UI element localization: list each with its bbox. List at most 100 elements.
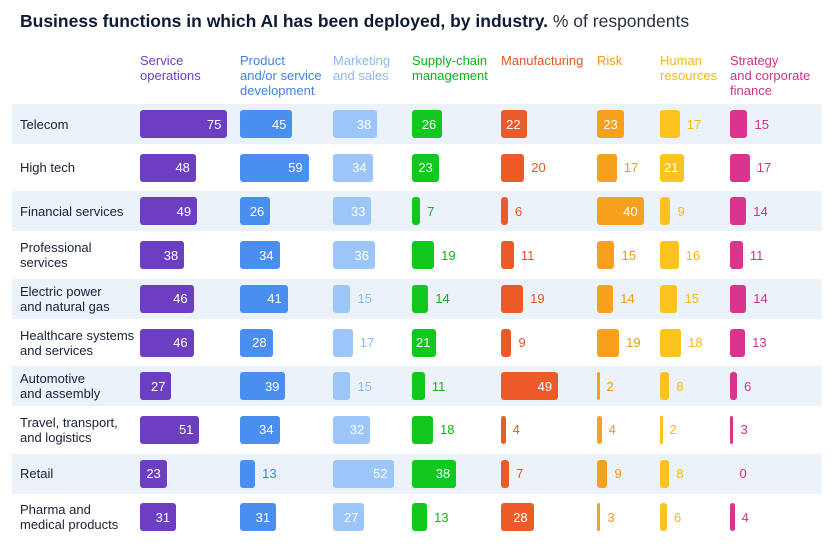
bar-value-label: 11 <box>520 247 535 263</box>
bar <box>140 503 177 532</box>
bar <box>140 241 185 270</box>
column-header: Marketing and sales <box>333 53 390 83</box>
bar <box>730 328 746 357</box>
row-label-line: Automotive <box>20 371 86 387</box>
bar-value-label: 28 <box>513 509 528 525</box>
bar <box>240 197 271 226</box>
bar-value-label: 8 <box>676 466 684 482</box>
column-header-line: Service <box>140 53 184 68</box>
row-label: Pharma and medical products <box>20 502 118 532</box>
bar-value-label: 46 <box>173 335 188 350</box>
bar-value-label: 18 <box>687 335 703 350</box>
bar <box>597 284 614 313</box>
bar-value-label: 15 <box>357 291 372 307</box>
bar-value-label: 13 <box>434 509 449 525</box>
bar-value-label: 40 <box>623 203 638 219</box>
bar-value-label: 4 <box>512 422 520 438</box>
bar <box>333 241 375 270</box>
row-label-line: Healthcare systems <box>20 327 135 343</box>
bar <box>501 459 510 488</box>
bar <box>660 110 680 138</box>
bar-value-label: 18 <box>439 422 455 438</box>
column-header-line: and/or service <box>240 68 322 83</box>
row-label-line: High tech <box>20 160 75 176</box>
bar <box>412 197 421 226</box>
bar <box>140 328 194 357</box>
bar-value-label: 2 <box>606 378 614 394</box>
column-header: Manufacturing <box>501 53 583 68</box>
bar <box>660 197 671 226</box>
bar <box>730 284 747 313</box>
bar <box>333 503 365 532</box>
bar <box>501 328 512 357</box>
row-label-line: and assembly <box>20 386 101 402</box>
bar <box>412 284 429 313</box>
bar-value-label: 34 <box>259 247 274 263</box>
bar-value-label: 23 <box>418 160 433 176</box>
bar <box>240 503 277 532</box>
bar-value-label: 15 <box>357 378 372 394</box>
column-header-line: and sales <box>333 68 389 83</box>
bar <box>660 153 685 182</box>
bar-value-label: 48 <box>175 160 190 176</box>
row-label-line: services <box>20 255 68 271</box>
bar <box>660 284 678 313</box>
bar <box>333 197 372 226</box>
bar-value-label: 41 <box>267 291 282 307</box>
bar-value-label: 38 <box>435 466 451 482</box>
row-label-line: Travel, transport, <box>20 414 118 430</box>
column-header-line: Product <box>240 53 285 68</box>
bar-value-label: 17 <box>359 335 375 350</box>
bar <box>140 415 200 444</box>
bar-value-label: 14 <box>620 291 635 307</box>
bar <box>730 372 737 401</box>
bar <box>501 372 559 401</box>
row-label: Travel, transport, and logistics <box>20 415 118 445</box>
bar-value-label: 38 <box>163 247 179 263</box>
bar <box>597 328 620 357</box>
column-header-line: Strategy <box>730 53 779 68</box>
bar-value-label: 36 <box>354 247 369 263</box>
column-header: Service operations <box>140 53 201 83</box>
bar-value-label: 39 <box>264 378 280 394</box>
bar-value-label: 31 <box>155 509 171 525</box>
column-header-line: finance <box>730 83 772 98</box>
bar-value-label: 2 <box>669 422 677 438</box>
bar-value-label: 14 <box>435 291 450 307</box>
row-label-line: and logistics <box>20 429 92 445</box>
bar-value-label: 31 <box>255 509 271 525</box>
row-label: Automotive and assembly <box>20 371 100 401</box>
column-header: Human resources <box>660 53 717 83</box>
bar-value-label: 17 <box>623 160 639 176</box>
column-header: Supply-chain management <box>412 53 488 83</box>
column-header-line: development <box>240 83 315 98</box>
bar-value-label: 14 <box>753 291 768 307</box>
bar-value-label: 13 <box>752 335 767 350</box>
bar <box>140 110 228 138</box>
bar <box>597 153 617 182</box>
bar <box>412 153 439 182</box>
bar <box>730 503 735 532</box>
bar-value-label: 15 <box>621 247 636 263</box>
bar <box>597 415 602 444</box>
bar <box>597 503 601 532</box>
bar-value-label: 27 <box>343 509 359 525</box>
bar <box>333 415 371 444</box>
bar-value-label: 33 <box>350 203 366 219</box>
bar <box>412 328 437 357</box>
bar <box>501 153 525 182</box>
bar <box>240 153 309 182</box>
bar-value-label: 46 <box>173 291 188 307</box>
bar <box>730 241 743 270</box>
bar-value-label: 75 <box>206 116 222 132</box>
bar-value-label: 23 <box>146 466 161 482</box>
bar-value-label: 21 <box>663 160 679 176</box>
bar-value-label: 59 <box>288 160 303 176</box>
bar-value-label: 32 <box>349 422 365 438</box>
chart-subtitle: % of respondents <box>552 11 690 31</box>
bar-value-label: 28 <box>252 335 267 350</box>
column-header: Strategy and corporate finance <box>730 53 810 98</box>
row-label: Healthcare systems and services <box>20 328 134 358</box>
bar <box>501 197 508 226</box>
bar-value-label: 0 <box>739 466 747 482</box>
